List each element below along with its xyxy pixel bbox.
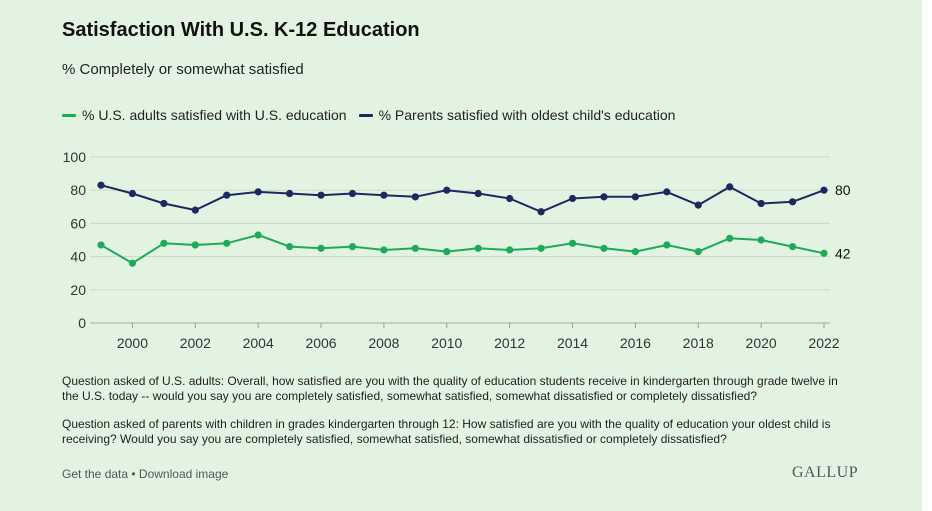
data-point-parents: [317, 191, 325, 199]
data-point-adults: [191, 241, 199, 249]
end-label-adults: 42: [835, 245, 851, 261]
data-point-adults: [788, 243, 797, 251]
data-point-parents: [348, 189, 357, 198]
download-image-link[interactable]: Download image: [138, 467, 229, 481]
data-point-parents: [537, 208, 545, 216]
y-tick-label: 40: [70, 249, 86, 265]
data-point-adults: [160, 239, 168, 247]
x-tick-label: 2020: [746, 335, 777, 351]
data-point-adults: [223, 239, 231, 247]
x-tick-label: 2016: [620, 335, 651, 351]
data-point-parents: [223, 191, 231, 199]
x-tick-label: 2006: [305, 335, 336, 351]
legend-item-adults: % U.S. adults satisfied with U.S. educat…: [62, 107, 347, 123]
data-point-adults: [757, 236, 765, 244]
data-point-adults: [474, 244, 482, 252]
end-label-parents: 80: [835, 182, 851, 198]
data-point-adults: [631, 248, 639, 256]
data-point-adults: [317, 244, 325, 252]
data-point-adults: [506, 246, 514, 254]
series-line-adults: [100, 234, 825, 265]
data-point-adults: [380, 246, 388, 254]
data-point-adults: [254, 231, 262, 239]
data-point-parents: [286, 189, 294, 198]
data-point-adults: [537, 244, 545, 252]
data-point-parents: [663, 188, 671, 196]
data-point-adults: [348, 243, 357, 251]
x-tick-label: 2002: [180, 335, 211, 351]
x-tick-label: 2022: [808, 335, 839, 351]
x-tick-label: 2000: [117, 335, 148, 351]
x-tick-label: 2004: [243, 335, 274, 351]
data-point-parents: [757, 199, 765, 208]
legend: % U.S. adults satisfied with U.S. educat…: [62, 107, 687, 123]
footer-separator: •: [128, 467, 139, 481]
data-point-parents: [568, 194, 577, 203]
x-tick-label: 2018: [683, 335, 714, 351]
legend-swatch-adults: [62, 113, 76, 117]
data-point-adults: [694, 248, 702, 256]
data-point-parents: [820, 186, 828, 194]
data-point-parents: [443, 186, 451, 194]
legend-item-parents: % Parents satisfied with oldest child's …: [358, 107, 676, 123]
chart-title: Satisfaction With U.S. K-12 Education: [62, 19, 420, 41]
data-point-adults: [286, 243, 294, 251]
data-point-adults: [97, 241, 105, 249]
chart-subtitle: % Completely or somewhat satisfied: [62, 61, 304, 78]
data-point-parents: [694, 201, 702, 209]
data-point-adults: [726, 234, 734, 242]
data-point-adults: [411, 244, 419, 252]
legend-label-adults: % U.S. adults satisfied with U.S. educat…: [82, 107, 347, 123]
data-point-adults: [128, 259, 137, 267]
data-point-adults: [443, 248, 451, 256]
line-chart: 0 20 40 60 80 100 2000 2002 2004 2006 2008 2010 2012…: [63, 149, 851, 351]
data-point-adults: [568, 239, 577, 247]
data-point-parents: [506, 194, 514, 203]
gallup-logo: GALLUP: [792, 464, 859, 481]
data-point-parents: [411, 193, 419, 201]
data-point-parents: [788, 198, 797, 206]
data-point-adults: [600, 244, 608, 252]
data-point-parents: [380, 191, 388, 199]
y-tick-label: 20: [70, 282, 86, 298]
y-tick-label: 60: [70, 215, 86, 231]
data-point-parents: [160, 199, 168, 208]
data-point-parents: [128, 189, 137, 198]
series-line-parents: [100, 184, 825, 213]
data-point-parents: [191, 206, 199, 214]
data-point-parents: [631, 193, 639, 201]
footer-links: Get the data • Download image: [62, 467, 228, 481]
data-point-parents: [474, 189, 482, 198]
x-tick-label: 2012: [494, 335, 525, 351]
data-point-adults: [663, 241, 671, 249]
x-tick-label: 2008: [368, 335, 399, 351]
legend-label-parents: % Parents satisfied with oldest child's …: [378, 107, 676, 123]
data-point-parents: [600, 193, 608, 201]
get-data-link[interactable]: Get the data: [62, 467, 129, 481]
data-point-parents: [726, 183, 734, 191]
x-tick-label: 2014: [557, 335, 588, 351]
y-tick-label: 80: [70, 182, 86, 198]
y-tick-label: 100: [63, 149, 87, 165]
data-point-parents: [254, 188, 262, 196]
question-note-adults: Question asked of U.S. adults: Overall, …: [62, 374, 838, 403]
legend-swatch-parents: [358, 113, 373, 117]
x-tick-label: 2010: [431, 335, 462, 351]
question-note-parents: Question asked of parents with children …: [62, 417, 831, 446]
data-point-adults: [820, 249, 828, 257]
data-point-parents: [97, 181, 105, 189]
page-scrollbar[interactable]: [922, 0, 932, 511]
y-tick-label: 0: [78, 315, 86, 331]
